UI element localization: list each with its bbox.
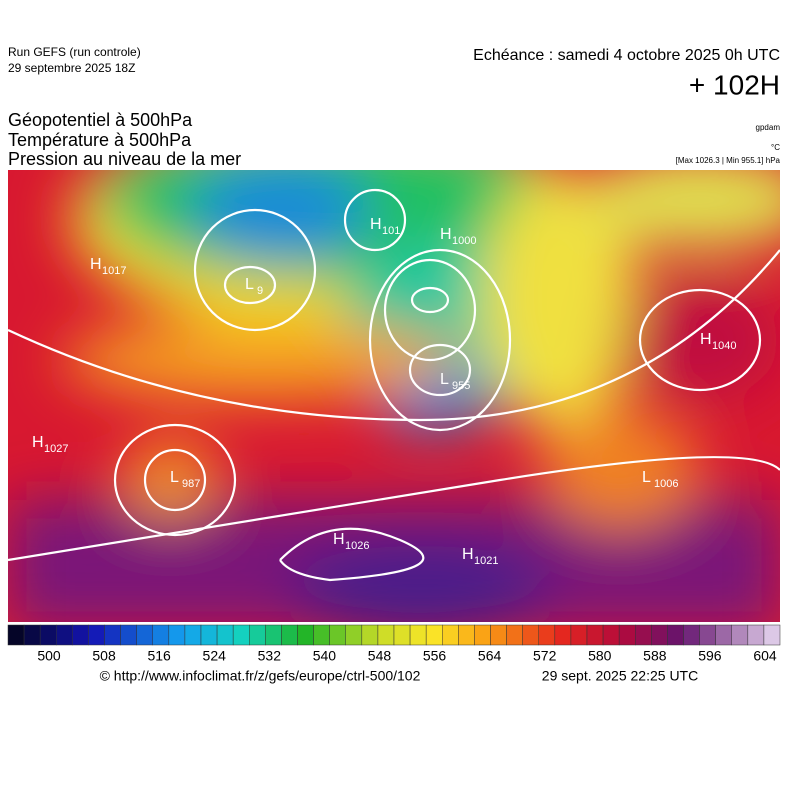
generated-time: 29 sept. 2025 22:25 UTC [542,668,698,684]
colorbar-swatch [152,624,170,646]
center-kind: H [333,531,345,548]
colorbar-label: 572 [533,648,557,664]
colorbar-swatch [7,624,25,646]
legend-line: Pression au niveau de la mer [8,149,241,169]
center-pressure: 1000 [452,235,476,247]
colorbar-swatch [651,624,668,646]
center-pressure: 1021 [474,555,498,567]
colorbar-label: 532 [258,648,282,664]
center-kind: H [462,546,474,563]
colorbar-swatch [570,624,588,646]
colorbar-label: 508 [92,648,116,664]
center-pressure: 987 [182,478,200,490]
colorbar-swatch [442,624,459,646]
colorbar-swatch [747,624,765,646]
colorbar-swatch [39,624,57,646]
colorbar-label: 564 [478,648,502,664]
unit-label: °C [771,143,780,152]
center-kind: H [90,256,102,273]
colorbar-label: 524 [203,648,227,664]
legend-line: Géopotentiel à 500hPa [8,110,193,130]
colorbar-swatch [635,624,652,646]
colorbar-swatch [72,624,89,646]
colorbar-swatch [393,624,411,646]
colorbar-swatch [56,624,73,646]
colorbar-swatch [474,624,491,646]
center-pressure: 1027 [44,443,68,455]
colorbar-swatch [425,624,443,646]
colorbar-swatch [265,624,282,646]
colorbar-swatch [699,624,716,646]
center-pressure: 1026 [345,540,369,552]
center-kind: H [440,226,452,243]
colorbar-swatch [731,624,749,646]
colorbar-label: 596 [698,648,722,664]
center-pressure: 1006 [654,478,678,490]
colorbar-swatch [715,624,733,646]
colorbar-label: 500 [37,648,61,664]
colorbar-swatch [345,624,363,646]
colorbar-label: 556 [423,648,447,664]
center-pressure: 1017 [102,265,126,277]
colorbar-swatch [184,624,202,646]
colorbar-swatch [522,624,540,646]
colorbar-swatch [683,624,700,646]
colorbar-swatch [602,624,620,646]
unit-label: gpdam [756,123,781,132]
center-pressure: 9 [257,285,263,297]
legend-line: Température à 500hPa [8,130,192,150]
colorbar-swatch [618,624,636,646]
run-label: Run GEFS (run controle) [8,45,141,59]
colorbar-swatch [538,624,556,646]
center-pressure: 101 [382,225,400,237]
colorbar-swatch [281,624,298,646]
center-kind: H [700,331,712,348]
colorbar-swatch [409,624,427,646]
colorbar-swatch [667,624,684,646]
source-url: © http://www.infoclimat.fr/z/gefs/europe… [100,668,421,684]
colorbar-swatch [506,624,523,646]
colorbar-swatch [136,624,154,646]
center-kind: L [170,469,179,486]
colorbar-swatch [329,624,346,646]
center-kind: H [370,216,382,233]
colorbar-swatch [361,624,379,646]
colorbar-label: 540 [313,648,337,664]
colorbar-swatch [458,624,475,646]
colorbar-swatch [377,624,395,646]
center-kind: L [245,276,254,293]
lead-time: + 102H [689,69,780,100]
colorbar-swatch [313,624,330,646]
unit-label: [Max 1026.3 | Min 955.1] hPa [676,156,781,165]
center-kind: L [642,469,651,486]
colorbar-swatch [168,624,186,646]
center-kind: H [32,434,44,451]
run-date: 29 septembre 2025 18Z [8,61,135,75]
colorbar-swatch [232,624,250,646]
colorbar-swatch [120,624,137,646]
colorbar-swatch [216,624,234,646]
colorbar-swatch [763,624,781,646]
colorbar-swatch [249,624,266,646]
colorbar-label: 604 [753,648,777,664]
center-pressure: 955 [452,380,470,392]
colorbar-swatch [554,624,572,646]
colorbar-swatch [297,624,314,646]
valid-time: Echéance : samedi 4 octobre 2025 0h UTC [473,47,780,64]
center-pressure: 1040 [712,340,736,352]
colorbar-swatch [200,624,218,646]
colorbar-label: 580 [588,648,612,664]
center-kind: L [440,371,449,388]
colorbar-swatch [104,624,121,646]
colorbar-label: 548 [368,648,392,664]
colorbar-label: 516 [147,648,171,664]
colorbar-swatch [88,624,105,646]
colorbar-swatch [23,624,41,646]
colorbar-label: 588 [643,648,667,664]
colorbar-swatch [490,624,507,646]
colorbar-swatch [586,624,604,646]
